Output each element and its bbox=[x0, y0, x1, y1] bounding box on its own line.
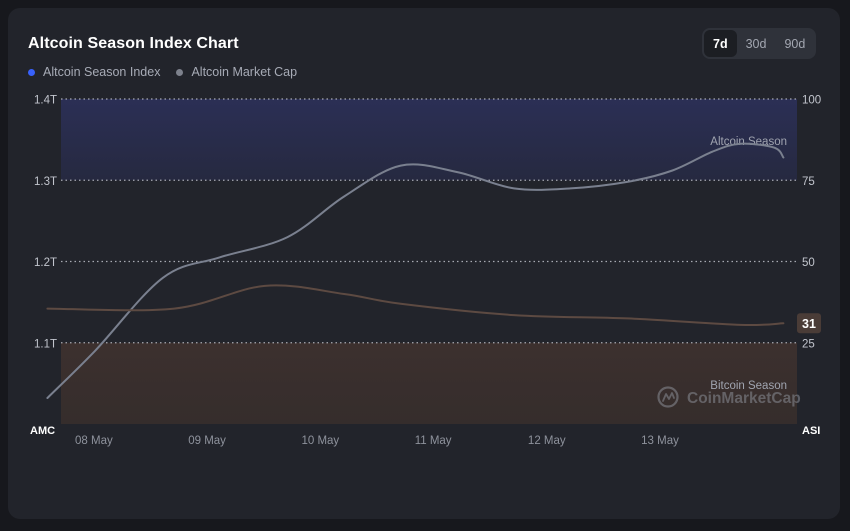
last-value-label: 31 bbox=[802, 317, 816, 331]
legend-item-asi[interactable]: Altcoin Season Index bbox=[28, 65, 160, 79]
zone-label-bitcoin-season: Bitcoin Season bbox=[710, 380, 787, 392]
zone-altcoin-season bbox=[61, 99, 797, 181]
x-tick-label: 13 May bbox=[641, 435, 679, 447]
legend-label-asi: Altcoin Season Index bbox=[43, 65, 161, 79]
x-tick-label: 09 May bbox=[188, 435, 226, 447]
x-tick-label: 11 May bbox=[415, 435, 452, 447]
tab-30d[interactable]: 30d bbox=[745, 36, 767, 51]
zone-label-altcoin-season: Altcoin Season bbox=[710, 136, 787, 148]
series-line-altcoin-market-cap bbox=[46, 142, 785, 399]
legend-label-amc: Altcoin Market Cap bbox=[191, 65, 298, 79]
y-left-tick-label: 1.2T bbox=[34, 257, 57, 269]
watermark-text: CoinMarketCap bbox=[687, 390, 801, 407]
y-left-tick-label: 1.4T bbox=[34, 95, 57, 107]
time-range-tabs: 7d 30d 90d bbox=[702, 28, 817, 59]
x-tick-label: 12 May bbox=[528, 435, 566, 447]
x-tick-label: 10 May bbox=[301, 435, 339, 447]
y-right-axis-label: ASI bbox=[802, 425, 820, 437]
coinmarketcap-logo-icon: CoinMarketCap bbox=[657, 386, 801, 408]
chart-legend: Altcoin Season Index Altcoin Market Cap bbox=[28, 65, 297, 79]
x-tick-label: 08 May bbox=[75, 435, 113, 447]
y-left-tick-label: 1.3T bbox=[34, 176, 57, 188]
legend-dot-asi bbox=[28, 68, 35, 76]
chart-title: Altcoin Season Index Chart bbox=[28, 35, 239, 52]
series-line-altcoin-season-index bbox=[46, 284, 785, 327]
y-right-tick-label: 75 bbox=[802, 176, 815, 188]
y-right-tick-label: 25 bbox=[802, 338, 815, 350]
tab-7d[interactable]: 7d bbox=[704, 30, 737, 57]
tab-90d[interactable]: 90d bbox=[784, 36, 806, 51]
zone-bitcoin-season bbox=[61, 342, 797, 424]
legend-dot-amc bbox=[176, 68, 184, 76]
chart-card: Altcoin Season Index Chart Altcoin Seaso… bbox=[8, 8, 840, 519]
y-left-tick-label: 1.1T bbox=[34, 338, 57, 350]
legend-item-amc[interactable]: Altcoin Market Cap bbox=[176, 65, 297, 79]
last-value-badge: 31 bbox=[797, 313, 821, 334]
y-right-tick-label: 50 bbox=[802, 257, 815, 269]
y-left-axis-label: AMC bbox=[30, 425, 55, 437]
y-right-tick-label: 100 bbox=[802, 95, 821, 107]
